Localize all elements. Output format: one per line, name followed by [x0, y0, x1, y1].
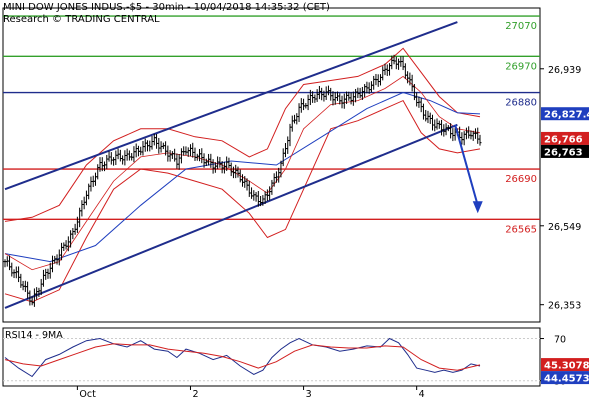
channel-lower-line [4, 123, 458, 309]
x-tick-label: 2 [192, 389, 198, 400]
price-tick-label: 26,353 [548, 301, 581, 312]
rsi-series-line [4, 343, 481, 371]
forecast-arrow-head [472, 201, 483, 214]
price-badge-label: 26,763 [544, 147, 583, 158]
chart-title: MINI DOW JONES INDUS.-$5 - 30min - 10/04… [3, 2, 330, 13]
channel-upper-line [4, 21, 458, 191]
price-tick-label: 26,939 [548, 65, 581, 76]
level-label: 26880 [505, 98, 537, 109]
level-label: 26690 [505, 174, 537, 185]
rsi-badge-label: 44.4573 [544, 374, 590, 385]
x-tick-label: 4 [419, 389, 425, 400]
forecast-arrow-line [454, 124, 479, 206]
moving-average-slow-line [4, 91, 481, 263]
x-tick-label: 3 [306, 389, 312, 400]
price-badge-label: 26,766 [544, 134, 583, 145]
level-label: 26565 [505, 224, 537, 235]
level-label: 26970 [505, 61, 537, 72]
price-badge [541, 144, 589, 158]
rsi-badge-label: 45.3078 [544, 361, 590, 372]
price-tick-label: 26,549 [548, 222, 581, 233]
rsi-tick-label: 70 [554, 335, 566, 346]
rsi-panel-frame [2, 327, 541, 387]
x-tick-label: Oct [79, 389, 96, 400]
bollinger-lower-line [4, 99, 481, 303]
rsi-title: RSI14 - 9MA [5, 330, 63, 341]
rsi-series-line [4, 337, 481, 378]
chart-credit: Research © TRADING CENTRAL [3, 14, 160, 25]
level-label: 27070 [505, 21, 537, 32]
bollinger-upper-line [4, 47, 481, 222]
rsi-badge [541, 358, 589, 372]
rsi-badge [541, 371, 589, 385]
price-badge-label: 26,827.4 [544, 110, 590, 121]
price-badge [541, 131, 589, 145]
price-badge [541, 107, 589, 121]
